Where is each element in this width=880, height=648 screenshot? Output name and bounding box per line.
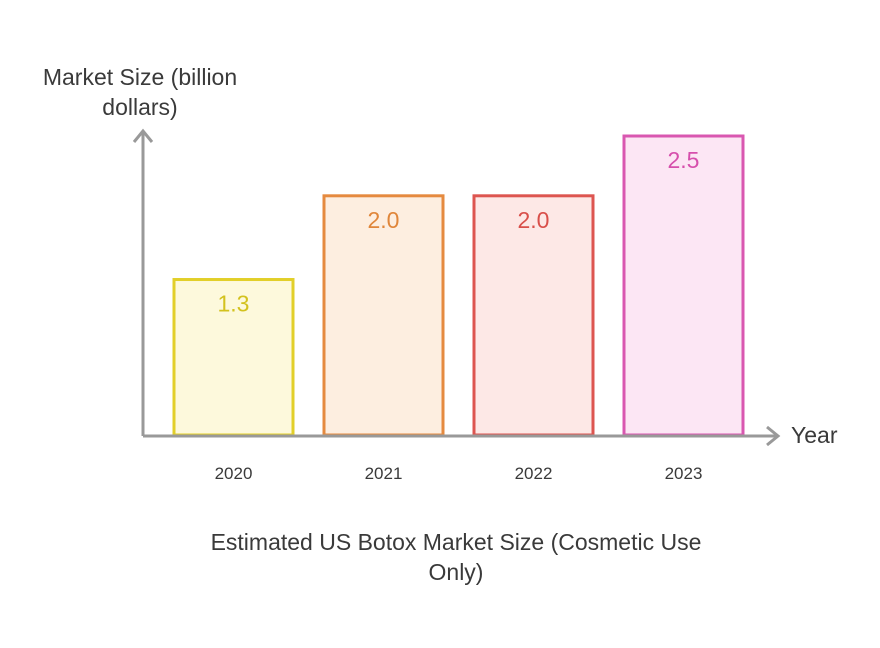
x-tick-label: 2020 <box>215 464 253 483</box>
x-tick-label: 2023 <box>665 464 703 483</box>
x-axis-label: Year <box>791 422 838 448</box>
bars-group: 1.3 2.0 2.0 2.5 <box>172 134 745 437</box>
x-tick-label: 2022 <box>515 464 553 483</box>
bar-2020 <box>172 278 295 437</box>
y-axis-arrow <box>132 128 154 143</box>
x-axis-arrow <box>766 425 781 447</box>
bar-value-label: 2.0 <box>518 207 550 233</box>
x-tick-labels: 2020 2021 2022 2023 <box>215 464 703 483</box>
bar-value-label: 1.3 <box>218 291 250 317</box>
bar-value-label: 2.5 <box>668 147 700 173</box>
chart-title: Estimated US Botox Market Size (Cosmetic… <box>210 529 702 585</box>
bar-value-label: 2.0 <box>368 207 400 233</box>
y-axis-label: Market Size (billion dollars) <box>42 64 238 120</box>
bar-2023 <box>622 134 745 437</box>
bar-2021 <box>322 194 445 437</box>
x-tick-label: 2021 <box>365 464 403 483</box>
bar-2022 <box>472 194 595 437</box>
